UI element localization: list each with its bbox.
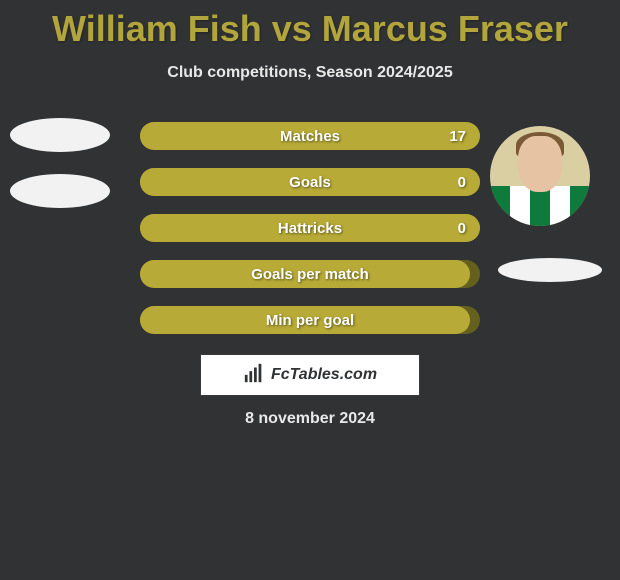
stat-bar: Matches17 xyxy=(140,122,480,150)
page-title: William Fish vs Marcus Fraser xyxy=(0,0,620,50)
stat-bars: Matches17Goals0Hattricks0Goals per match… xyxy=(140,122,480,352)
bar-label: Min per goal xyxy=(140,306,480,334)
left-marker xyxy=(10,118,110,152)
date-text: 8 november 2024 xyxy=(0,410,620,428)
bar-chart-icon xyxy=(243,362,265,389)
bar-value: 17 xyxy=(449,122,466,150)
avatar-head xyxy=(518,136,562,192)
avatar-jersey xyxy=(490,186,590,226)
bar-value: 0 xyxy=(458,168,466,196)
bar-value: 0 xyxy=(458,214,466,242)
stat-bar: Hattricks0 xyxy=(140,214,480,242)
right-marker xyxy=(498,258,602,282)
stat-bar: Goals0 xyxy=(140,168,480,196)
badge-text: FcTables.com xyxy=(271,366,377,384)
stat-bar: Goals per match xyxy=(140,260,480,288)
left-marker xyxy=(10,174,110,208)
stat-bar: Min per goal xyxy=(140,306,480,334)
avatar xyxy=(490,126,590,226)
bar-label: Goals xyxy=(140,168,480,196)
avatar-illustration xyxy=(490,126,590,226)
subtitle: Club competitions, Season 2024/2025 xyxy=(0,64,620,82)
bar-label: Goals per match xyxy=(140,260,480,288)
source-badge: FcTables.com xyxy=(200,354,420,396)
bar-label: Hattricks xyxy=(140,214,480,242)
left-marker-group xyxy=(10,118,110,230)
bar-label: Matches xyxy=(140,122,480,150)
